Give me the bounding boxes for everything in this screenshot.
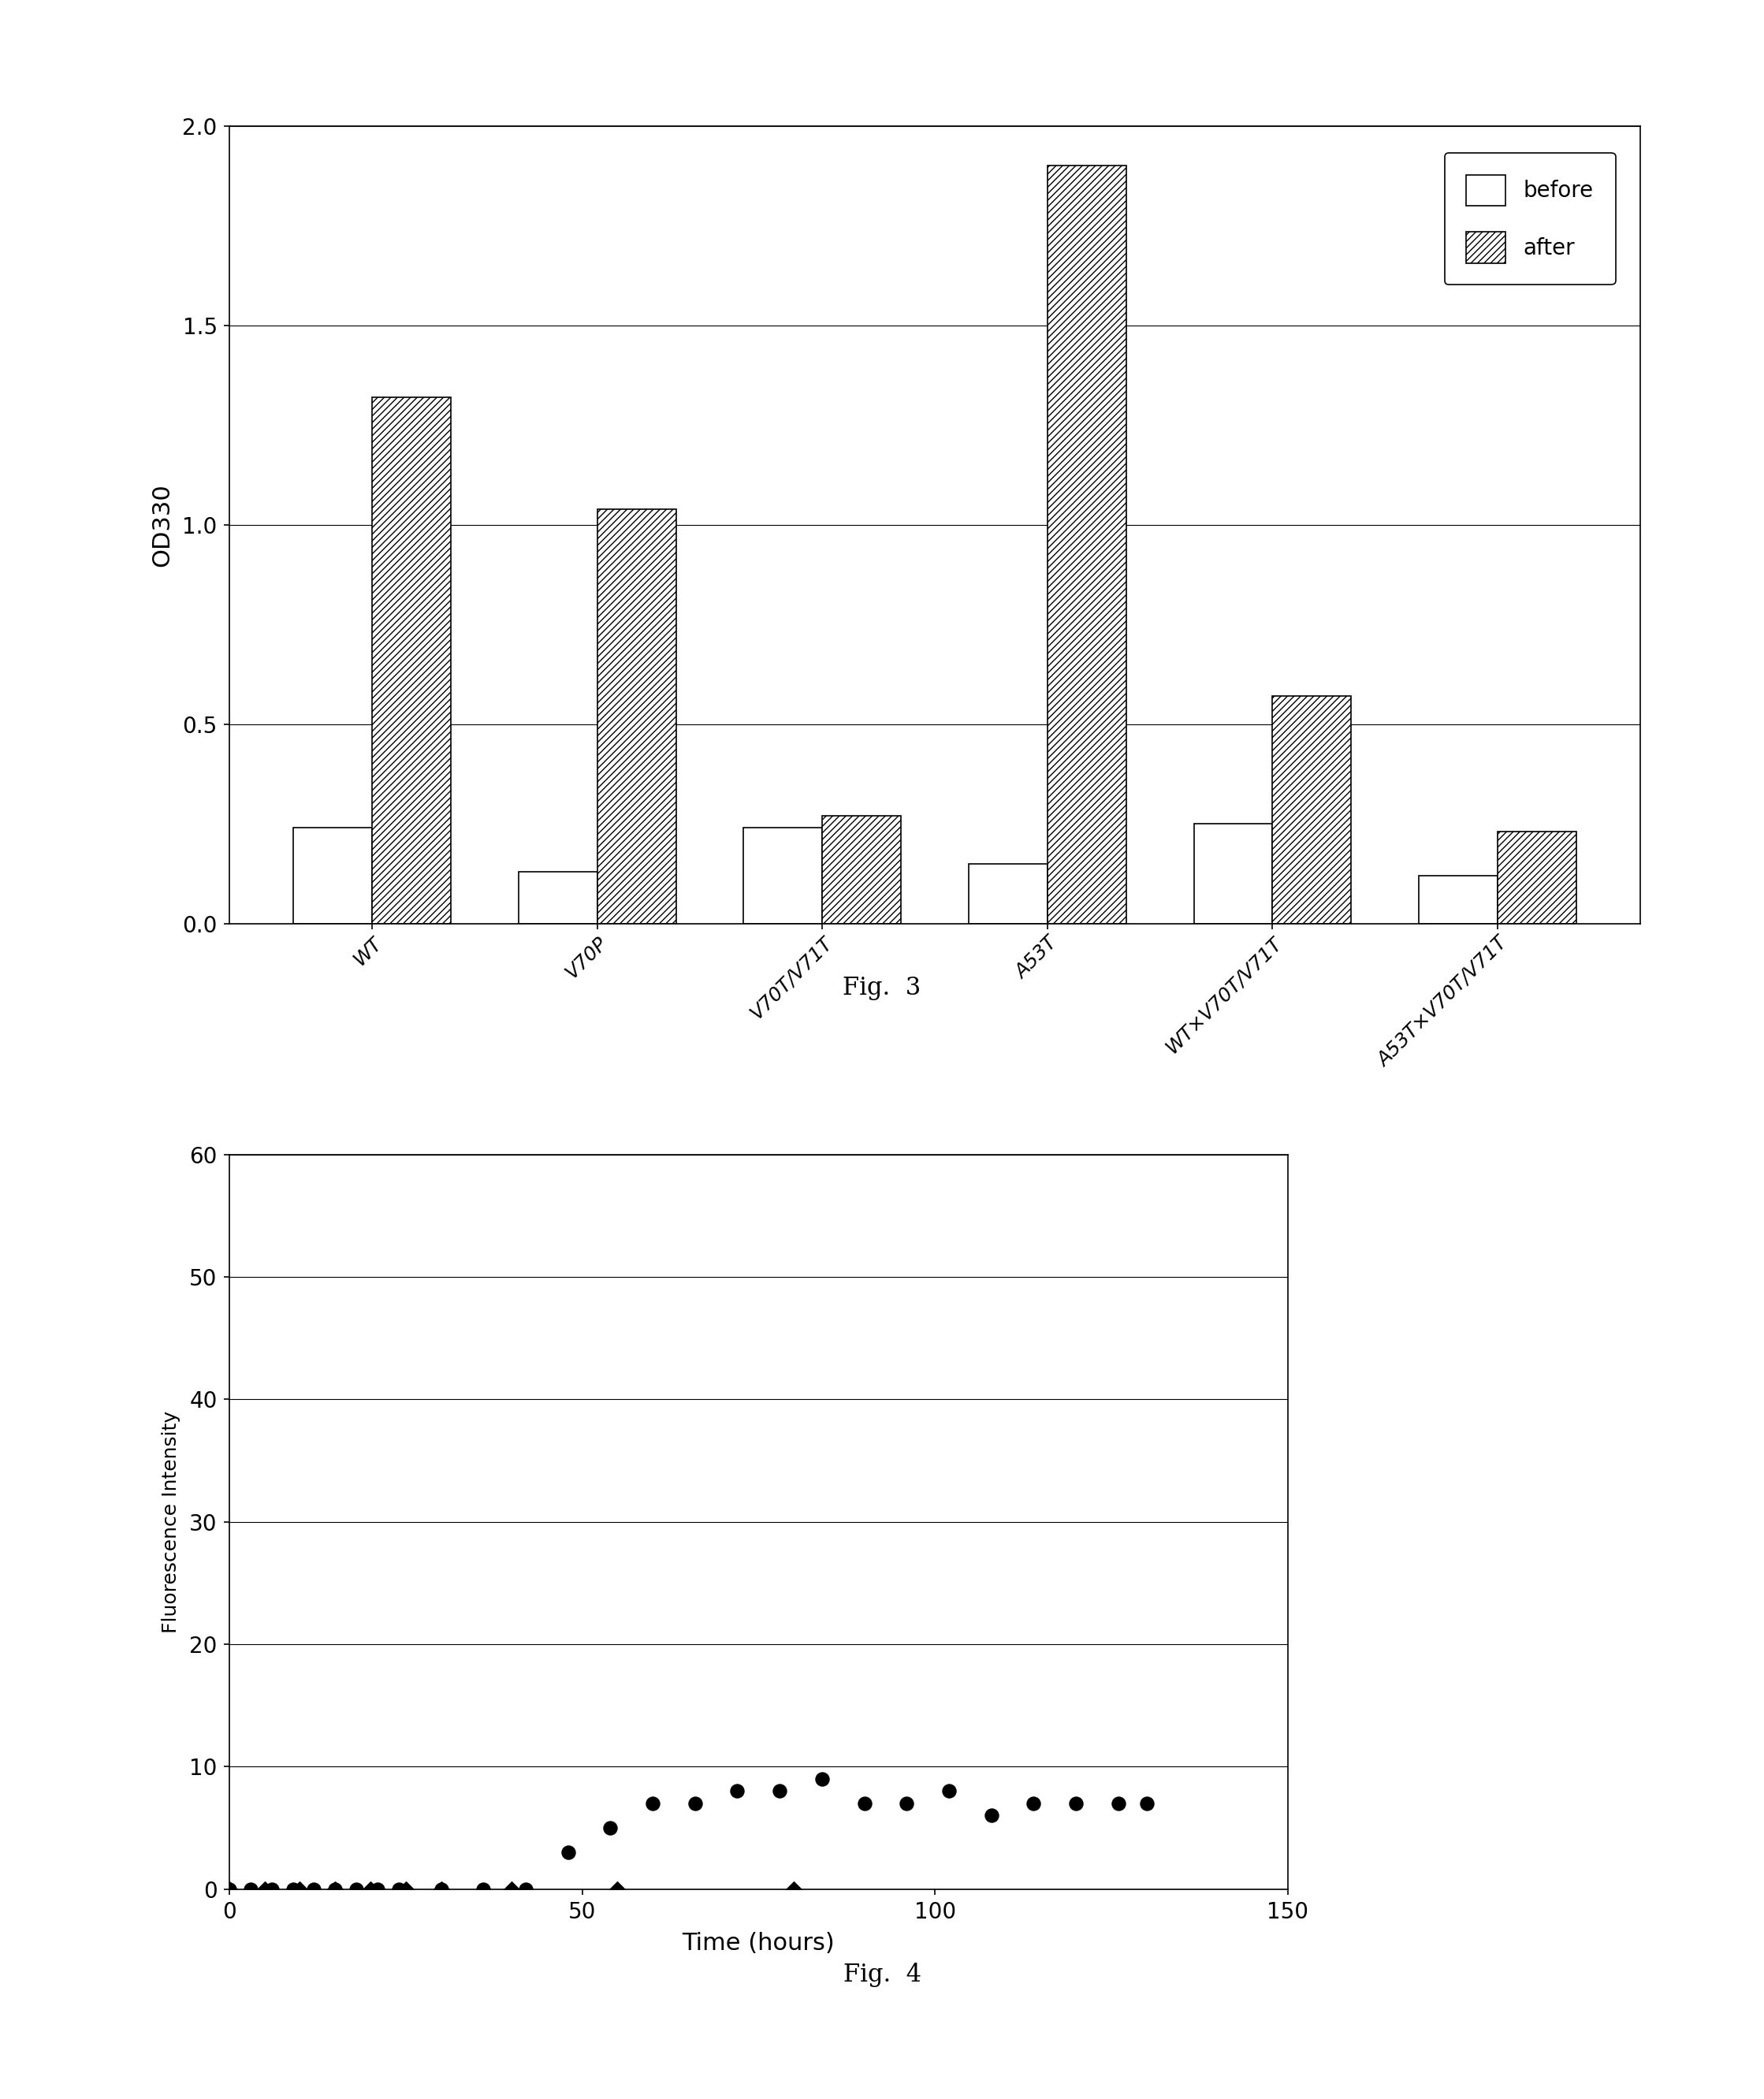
A53T× V70T/V71T bbox=[497, 1872, 526, 1906]
WT × V70T/V71T bbox=[977, 1799, 1005, 1832]
Bar bbox=[598, 508, 676, 924]
WT × V70T/V71T bbox=[935, 1774, 963, 1807]
Bar bbox=[968, 863, 1048, 924]
WT × V70T/V71T bbox=[554, 1835, 582, 1868]
Text: Fig.  4: Fig. 4 bbox=[843, 1963, 921, 1988]
WT × V70T/V71T bbox=[766, 1774, 794, 1807]
WT × V70T/V71T bbox=[279, 1872, 307, 1906]
A53T× V70T/V71T bbox=[286, 1872, 314, 1906]
WT × V70T/V71T bbox=[321, 1872, 349, 1906]
Bar bbox=[1048, 166, 1125, 924]
X-axis label: Time (hours): Time (hours) bbox=[683, 1931, 834, 1954]
A53T× V70T/V71T bbox=[921, 1885, 949, 1918]
Bar bbox=[1272, 697, 1351, 924]
WT × V70T/V71T bbox=[469, 1872, 497, 1906]
WT × V70T/V71T bbox=[723, 1774, 751, 1807]
Legend: before, after: before, after bbox=[1445, 153, 1616, 285]
WT × V70T/V71T bbox=[639, 1786, 667, 1820]
Y-axis label: OD330: OD330 bbox=[150, 483, 173, 567]
A53T× V70T/V71T bbox=[250, 1872, 279, 1906]
Bar bbox=[1194, 823, 1272, 924]
WT × V70T/V71T bbox=[850, 1786, 878, 1820]
WT × V70T/V71T bbox=[596, 1811, 624, 1845]
Text: Fig.  3: Fig. 3 bbox=[843, 976, 921, 1001]
A53T× V70T/V71T bbox=[392, 1872, 420, 1906]
WT × V70T/V71T bbox=[215, 1872, 243, 1906]
WT × V70T/V71T bbox=[893, 1786, 921, 1820]
Bar bbox=[519, 871, 598, 924]
WT × V70T/V71T bbox=[258, 1872, 286, 1906]
Bar bbox=[1498, 831, 1577, 924]
WT × V70T/V71T bbox=[1020, 1786, 1048, 1820]
A53T× V70T/V71T bbox=[780, 1872, 808, 1906]
WT × V70T/V71T bbox=[1104, 1786, 1132, 1820]
Bar bbox=[293, 827, 372, 924]
Bar bbox=[372, 397, 452, 924]
A53T× V70T/V71T bbox=[1062, 1885, 1090, 1918]
WT × V70T/V71T bbox=[300, 1872, 328, 1906]
Bar bbox=[1418, 875, 1498, 924]
WT × V70T/V71T bbox=[363, 1872, 392, 1906]
WT × V70T/V71T bbox=[427, 1872, 455, 1906]
A53T× V70T/V71T bbox=[603, 1872, 632, 1906]
WT × V70T/V71T bbox=[1132, 1786, 1161, 1820]
A53T× V70T/V71T bbox=[321, 1872, 349, 1906]
WT × V70T/V71T bbox=[512, 1872, 540, 1906]
WT × V70T/V71T bbox=[342, 1872, 370, 1906]
WT × V70T/V71T bbox=[808, 1763, 836, 1797]
WT × V70T/V71T bbox=[385, 1872, 413, 1906]
WT × V70T/V71T bbox=[236, 1872, 265, 1906]
A53T× V70T/V71T bbox=[356, 1872, 385, 1906]
WT × V70T/V71T bbox=[1062, 1786, 1090, 1820]
A53T× V70T/V71T bbox=[427, 1872, 455, 1906]
Bar bbox=[744, 827, 822, 924]
WT × V70T/V71T bbox=[681, 1786, 709, 1820]
Bar bbox=[822, 817, 901, 924]
Y-axis label: Fluorescence Intensity: Fluorescence Intensity bbox=[162, 1411, 180, 1633]
A53T× V70T/V71T bbox=[215, 1872, 243, 1906]
